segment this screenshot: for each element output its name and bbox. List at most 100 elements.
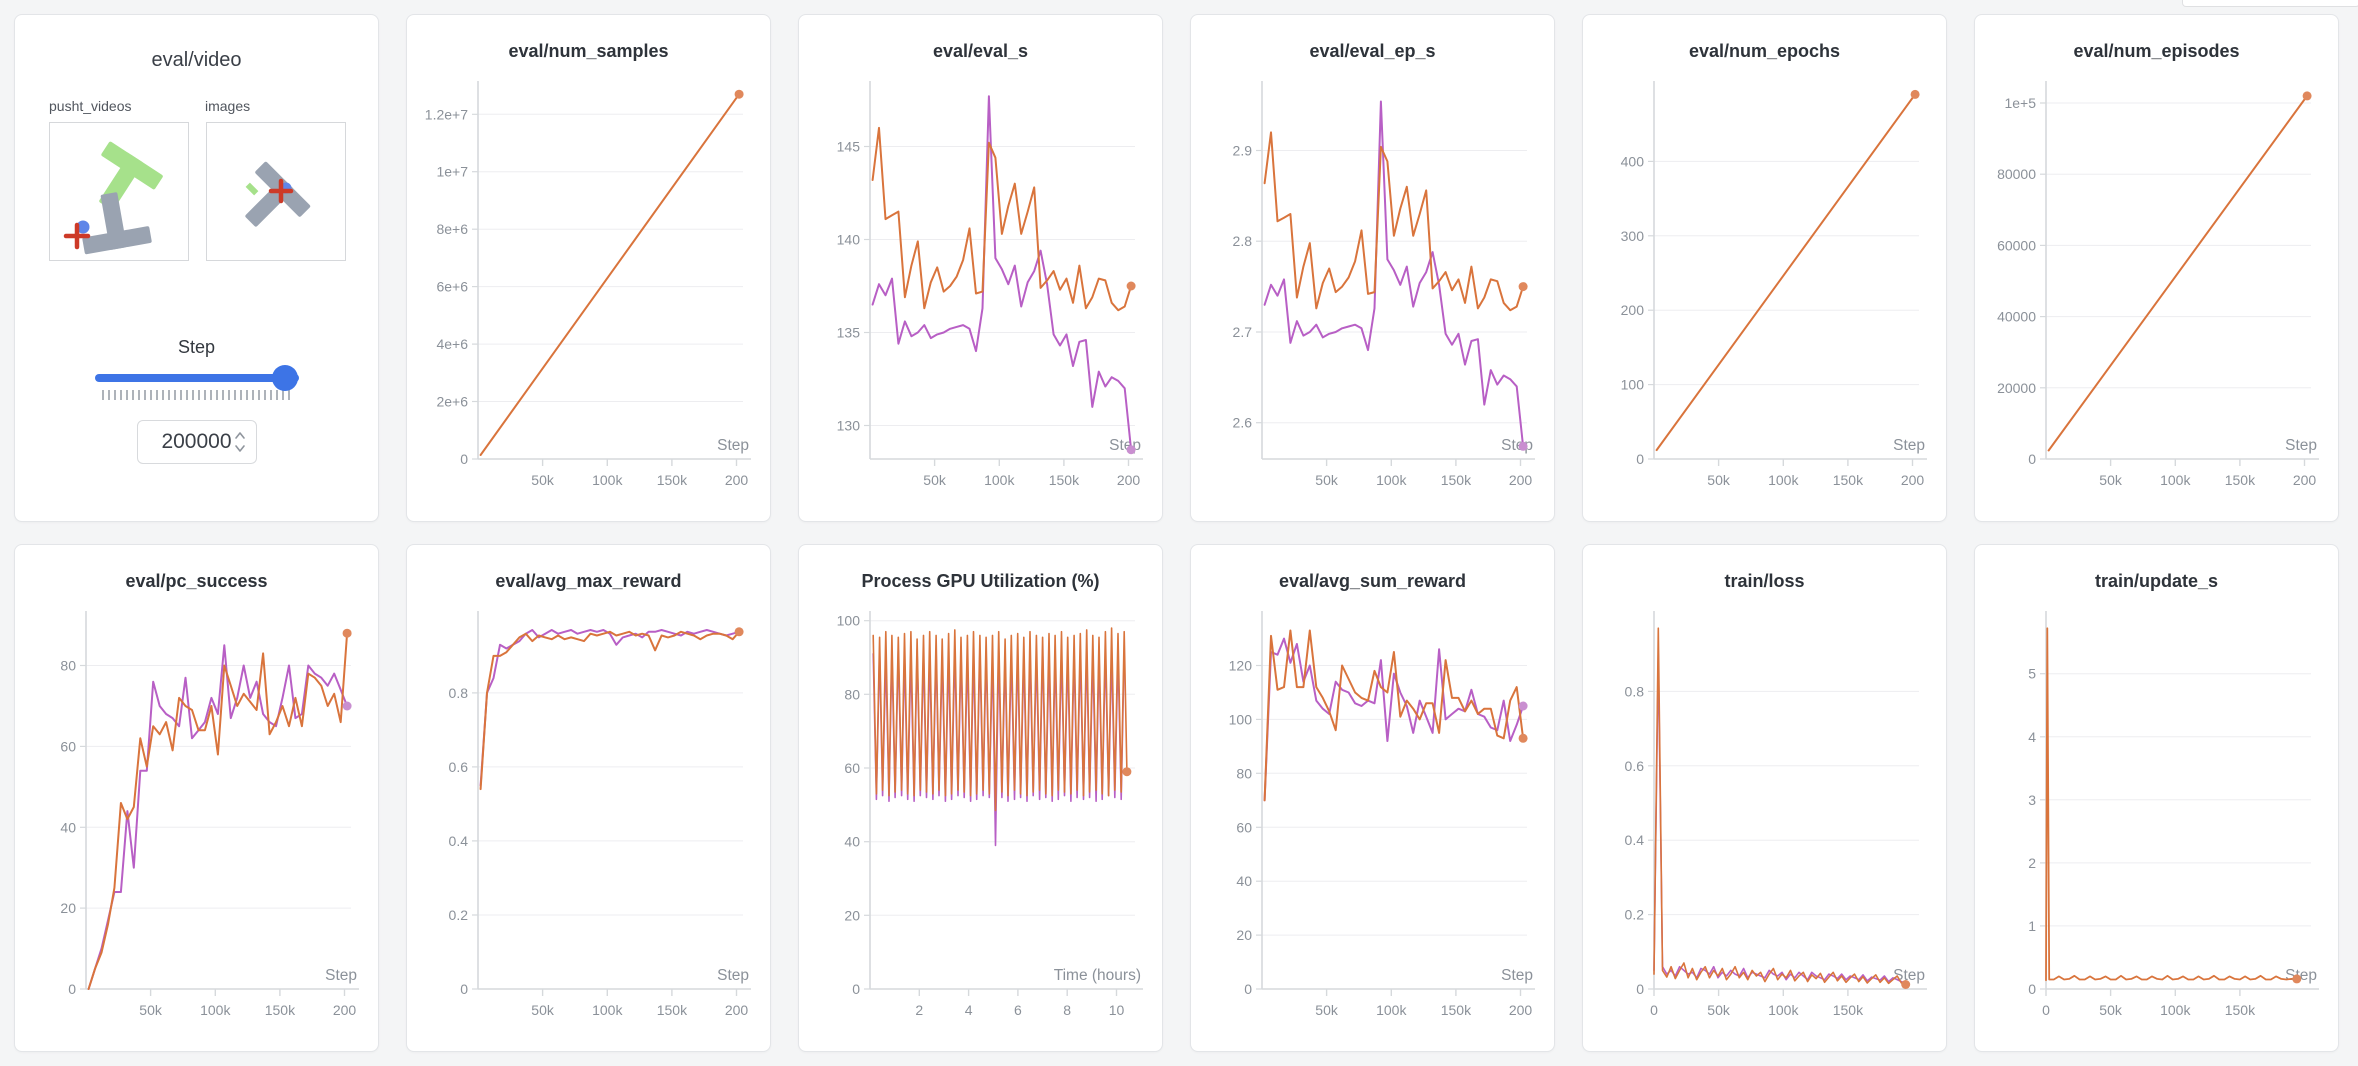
chart-panel-process-gpu-utilization[interactable]: Process GPU Utilization (%) 0 20 40 60 80 100 2… (798, 544, 1163, 1052)
y-tick-label: 0 (1636, 451, 1644, 467)
y-tick-label: 60 (1236, 819, 1252, 835)
x-axis-label: Step (1893, 967, 1925, 984)
y-tick-label: 0 (460, 451, 468, 467)
series-end-dot-orange (734, 627, 744, 637)
chart-title: eval/num_samples (508, 41, 669, 61)
series-line-orange (2045, 627, 2298, 982)
x-axis-label: Step (1109, 437, 1141, 454)
x-axis-label: Step (717, 967, 749, 984)
chart-panel-eval-pc-success[interactable]: eval/pc_success 0 20 40 60 80 50k 100k 150k 200 St… (14, 544, 379, 1052)
gray-t-shape (245, 161, 311, 227)
chart-title: eval/avg_max_reward (495, 571, 682, 591)
chart-canvas-eval-num-episodes[interactable]: 0 20000 40000 60000 80000 1e+5 50k 100k 150k 200 S… (1986, 73, 2327, 503)
y-tick-label: 2.8 (1233, 233, 1253, 249)
x-tick-label: 200 (1117, 472, 1141, 488)
y-tick-label: 40 (1236, 873, 1252, 889)
chart-panel-train-loss[interactable]: train/loss 0 0.2 0.4 0.6 0.8 0 50k 100k 150k Step (1582, 544, 1947, 1052)
y-tick-label: 0 (2028, 451, 2036, 467)
chart-canvas-eval-pc-success[interactable]: 0 20 40 60 80 50k 100k 150k 200 Step (26, 603, 367, 1033)
y-tick-label: 0 (1244, 981, 1252, 997)
partial-panel-edge (2182, 0, 2358, 7)
pusht-video-thumbnail[interactable] (49, 122, 189, 261)
y-tick-label: 120 (1229, 658, 1253, 674)
chart-canvas-process-gpu-utilization[interactable]: 0 20 40 60 80 100 2 4 6 8 10 Time (hours) (810, 603, 1151, 1033)
chart-panel-eval-avg-sum-reward[interactable]: eval/avg_sum_reward 0 20 40 60 80 100 120 50k 100… (1190, 544, 1555, 1052)
y-tick-label: 0.6 (1625, 758, 1645, 774)
chart-canvas-train-update-s[interactable]: 0 1 2 3 4 5 0 50k 100k 150k Step (1986, 603, 2327, 1033)
x-tick-label: 150k (657, 472, 688, 488)
step-slider-thumb[interactable] (271, 365, 298, 391)
chart-title: train/update_s (2094, 571, 2219, 591)
image-thumbnail[interactable] (206, 122, 346, 261)
chart-panel-eval-num-epochs[interactable]: eval/num_epochs 0 100 200 300 400 50k 100k 150k 2… (1582, 14, 1947, 522)
x-tick-label: 100k (2160, 472, 2191, 488)
step-slider[interactable] (94, 365, 299, 391)
step-input[interactable]: 200000 (136, 420, 257, 464)
stepper-arrows-icon[interactable] (234, 430, 246, 454)
x-tick-label: 200 (1901, 472, 1925, 488)
chart-panel-eval-num-episodes[interactable]: eval/num_episodes 0 20000 40000 60000 80000 1e… (1974, 14, 2339, 522)
media-caption-pusht-videos: pusht_videos (49, 98, 132, 114)
x-tick-label: 100k (592, 1002, 623, 1018)
x-tick-label: 200 (725, 1002, 749, 1018)
y-tick-label: 1e+7 (436, 164, 468, 180)
chart-canvas-eval-num-samples[interactable]: 0 2e+6 4e+6 6e+6 8e+6 1e+7 1.2e+7 50k 100k 150k 20… (418, 73, 759, 503)
chart-title: eval/avg_sum_reward (1278, 571, 1467, 591)
agent-dot (76, 220, 90, 234)
chart-canvas-train-loss[interactable]: 0 0.2 0.4 0.6 0.8 0 50k 100k 150k Step (1594, 603, 1935, 1033)
y-tick-label: 135 (837, 325, 861, 341)
chart-canvas-eval-eval-s[interactable]: 130 135 140 145 50k 100k 150k 200 Step (810, 73, 1151, 503)
video-panel[interactable]: eval/video pusht_videos images (14, 14, 379, 522)
x-tick-label: 0 (2042, 1002, 2050, 1018)
y-tick-label: 0 (1636, 981, 1644, 997)
x-tick-label: 50k (139, 1002, 163, 1018)
series-line-orange (1263, 131, 1525, 312)
series-end-dot-orange (1126, 281, 1136, 291)
y-tick-label: 40000 (1997, 309, 2036, 325)
x-tick-label: 2 (915, 1002, 923, 1018)
chart-panel-eval-eval-s[interactable]: eval/eval_s 130 135 140 145 50k 100k 150k 200 Ste… (798, 14, 1163, 522)
y-tick-label: 0.8 (449, 685, 469, 701)
y-tick-label: 20 (1236, 927, 1252, 943)
chart-title: eval/num_episodes (2073, 41, 2240, 61)
chart-panel-eval-eval-ep-s[interactable]: eval/eval_ep_s 2.6 2.7 2.8 2.9 50k 100k 150k 200… (1190, 14, 1555, 522)
chart-panel-eval-avg-max-reward[interactable]: eval/avg_max_reward 0 0.2 0.4 0.6 0.8 50k 100k 1… (406, 544, 771, 1052)
y-tick-label: 0 (460, 981, 468, 997)
series-line-purple (479, 629, 741, 787)
chart-panel-eval-num-samples[interactable]: eval/num_samples 0 2e+6 4e+6 6e+6 8e+6 1e+7 1.2… (406, 14, 771, 522)
series-line-orange (871, 126, 1133, 312)
x-axis-label: Time (hours) (1054, 967, 1141, 984)
y-tick-label: 0 (852, 981, 860, 997)
series-end-dot-orange (1901, 980, 1911, 989)
y-tick-label: 140 (837, 232, 861, 248)
y-tick-label: 200 (1621, 302, 1645, 318)
chart-panel-train-update-s[interactable]: train/update_s 0 1 2 3 4 5 0 50k 100k 150k Step (1974, 544, 2339, 1052)
y-tick-label: 4e+6 (436, 336, 468, 352)
y-tick-label: 20 (60, 900, 76, 916)
series-end-dot-orange (2292, 974, 2302, 984)
x-tick-label: 10 (1109, 1002, 1125, 1018)
chart-canvas-eval-eval-ep-s[interactable]: 2.6 2.7 2.8 2.9 50k 100k 150k 200 Step (1202, 73, 1543, 503)
x-tick-label: 150k (265, 1002, 296, 1018)
x-tick-label: 150k (2225, 1002, 2256, 1018)
x-tick-label: 150k (657, 1002, 688, 1018)
x-tick-label: 50k (923, 472, 947, 488)
y-tick-label: 1.2e+7 (425, 106, 468, 122)
y-tick-label: 20000 (1997, 380, 2036, 396)
media-caption-images: images (205, 98, 251, 114)
x-tick-label: 100k (1768, 1002, 1799, 1018)
y-tick-label: 8e+6 (436, 221, 468, 237)
chart-canvas-eval-avg-sum-reward[interactable]: 0 20 40 60 80 100 120 50k 100k 150k 200 Step (1202, 603, 1543, 1033)
series-end-dot-orange (2302, 91, 2312, 101)
chart-canvas-eval-avg-max-reward[interactable]: 0 0.2 0.4 0.6 0.8 50k 100k 150k 200 Step (418, 603, 759, 1033)
x-tick-label: 50k (1707, 472, 1731, 488)
media-captions: pusht_videos images (15, 98, 378, 114)
y-tick-label: 0.6 (449, 759, 469, 775)
series-line-orange (479, 630, 741, 791)
chart-canvas-eval-num-epochs[interactable]: 0 100 200 300 400 50k 100k 150k 200 Step (1594, 73, 1935, 503)
media-row (15, 122, 378, 261)
y-tick-label: 60 (60, 738, 76, 754)
x-axis-label: Step (2285, 437, 2317, 454)
x-tick-label: 50k (2099, 1002, 2123, 1018)
y-tick-label: 80 (1236, 765, 1252, 781)
